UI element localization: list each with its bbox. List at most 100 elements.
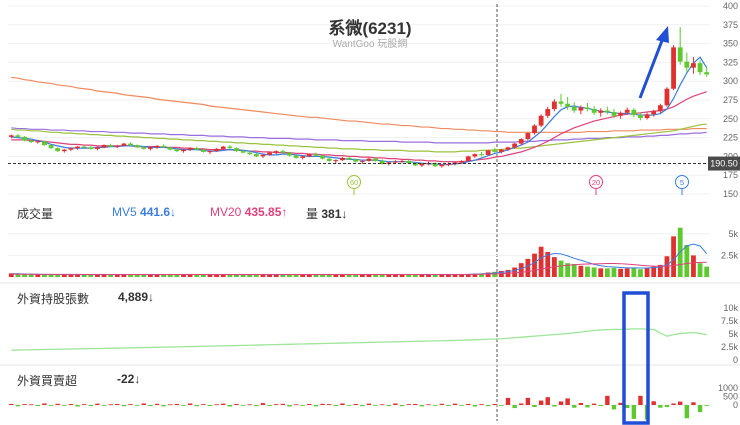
candle [604, 106, 610, 115]
volume-bar [704, 266, 710, 277]
candle-body [340, 157, 345, 161]
netbuy-bar [181, 405, 186, 406]
netbuy-bar [585, 405, 590, 408]
candle-body [326, 158, 332, 161]
candle [677, 27, 683, 65]
volume-bar [234, 274, 239, 277]
volume-panel-label: 成交量 [17, 207, 54, 221]
candle [558, 93, 564, 107]
candle [121, 142, 127, 147]
netbuy-bar [247, 404, 252, 406]
netbuy-bar [340, 403, 345, 405]
netbuy-bar [360, 405, 365, 407]
volume-bar [657, 264, 663, 277]
candle [227, 145, 233, 149]
volume-bar [651, 266, 657, 277]
volume-bar [121, 274, 127, 277]
candle-body [101, 145, 107, 148]
netbuy-y-tick: 500 [723, 392, 738, 402]
netbuy-bar [174, 403, 180, 405]
candle [353, 158, 359, 163]
candle [512, 142, 518, 149]
candle [691, 57, 696, 74]
holding-line [11, 328, 707, 351]
ma60-line [11, 123, 707, 153]
netbuy-bar [439, 403, 444, 405]
netbuy-bar [108, 404, 113, 406]
candle-body [200, 149, 206, 152]
candle-body [472, 154, 478, 157]
volume-y-tick: 5k [728, 229, 738, 239]
candle [631, 108, 637, 118]
volume-label: 量 [306, 207, 319, 221]
chart-title: 系微(6231) [328, 19, 412, 38]
candle-body [538, 115, 544, 126]
candle [651, 109, 657, 117]
volume-bar [386, 274, 392, 277]
volume-bar [631, 267, 637, 277]
candle-body [134, 145, 140, 148]
price-y-tick: 325 [723, 57, 738, 67]
candle [267, 151, 272, 156]
candle [35, 139, 41, 144]
volume-bar [545, 251, 551, 277]
volume-bar [459, 274, 465, 277]
price-y-tick: 400 [723, 1, 738, 11]
volume-bar [161, 274, 167, 277]
mv5-readout: MV5 441.6↓ [112, 205, 176, 219]
netbuy-y-tick: 1000 [718, 383, 738, 393]
ma5-line [11, 56, 708, 166]
netbuy-bar [565, 398, 570, 405]
ma-badge-label: 5 [680, 178, 684, 187]
volume-bar [22, 274, 27, 277]
candle-body [651, 111, 657, 115]
netbuy-bar [618, 402, 623, 405]
candle [498, 148, 504, 154]
highlight-box [622, 291, 650, 425]
candle-body [220, 146, 226, 149]
candle-body [618, 112, 623, 116]
volume-bar [426, 274, 431, 277]
candle-body [167, 147, 173, 150]
holding-y-tick: 5k [728, 329, 738, 339]
candle-body [432, 163, 438, 167]
candle-body [479, 154, 484, 156]
candle-body [704, 72, 710, 75]
netbuy-bar [115, 403, 120, 405]
mv20-value: 435.85↑ [244, 205, 288, 219]
volume-bar [393, 274, 398, 277]
candle [22, 136, 27, 142]
volume-bar [35, 274, 41, 277]
candle [48, 144, 54, 149]
volume-bar [75, 274, 80, 277]
candle-body [346, 157, 352, 160]
candle-body [671, 47, 676, 89]
netbuy-bar [300, 405, 305, 406]
candle-body [287, 152, 292, 156]
candle [326, 157, 332, 162]
candle [174, 148, 180, 152]
candle [518, 138, 524, 146]
netbuy-bar [346, 405, 352, 406]
netbuy-bar [373, 405, 378, 406]
candle-body [611, 112, 617, 116]
candle [293, 154, 299, 159]
netbuy-bar [101, 405, 107, 406]
candle-body [591, 109, 597, 113]
netbuy-bar [459, 405, 464, 406]
candle [75, 145, 80, 150]
volume-bar [419, 274, 425, 277]
netbuy-bar [221, 403, 226, 405]
volume-bar [578, 265, 584, 277]
candle-body [532, 125, 537, 134]
candle-body [631, 109, 637, 116]
volume-bar [512, 267, 518, 277]
netbuy-bar [671, 403, 676, 405]
candle-body [691, 63, 696, 68]
volume-bar [280, 274, 286, 277]
netbuy-bar [81, 404, 87, 405]
candle-body [280, 151, 286, 153]
candle [306, 153, 312, 158]
candle [585, 103, 590, 112]
